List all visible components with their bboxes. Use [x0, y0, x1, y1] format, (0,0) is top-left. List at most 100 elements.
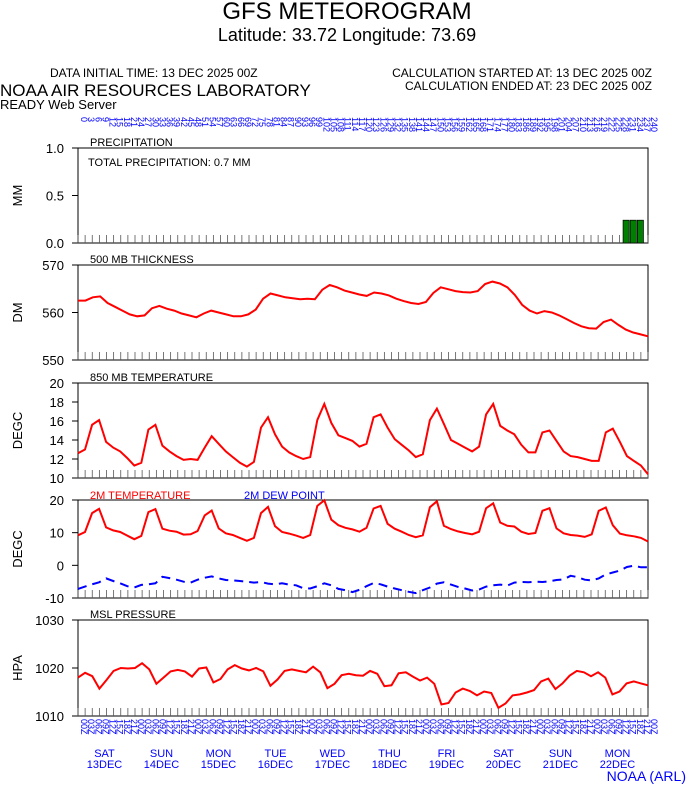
top-hour-label: 114: [350, 117, 360, 131]
y-axis-label: DM: [10, 302, 25, 322]
bottom-time-label: 03Z: [257, 719, 267, 735]
top-hour-label: 78: [264, 117, 274, 127]
top-hour-label: 168: [478, 117, 488, 132]
bottom-time-label: 15Z: [400, 719, 410, 735]
bottom-time-label: 12Z: [450, 719, 460, 735]
top-hour-label: 237: [642, 117, 652, 132]
top-hour-label: 174: [492, 117, 502, 132]
bottom-time-label: 18Z: [350, 719, 360, 735]
top-hour-label: 192: [535, 117, 545, 132]
bottom-time-label: 09Z: [499, 719, 509, 735]
top-hour-label: 27: [143, 117, 153, 127]
bottom-time-label: 18Z: [464, 719, 474, 735]
y-tick-label: 20: [50, 493, 64, 508]
server-name: READY Web Server: [0, 97, 117, 112]
bottom-time-label: 15Z: [229, 719, 239, 735]
noaa-credit[interactable]: NOAA (ARL): [606, 768, 686, 784]
day-date-label: 20DEC: [486, 759, 522, 771]
bottom-time-label: 12Z: [165, 719, 175, 735]
top-hour-label: 93: [300, 117, 310, 127]
legend-2m-dew-point: 2M DEW POINT: [244, 490, 325, 502]
top-hour-label: 165: [471, 117, 481, 132]
top-hour-label: 126: [378, 117, 388, 132]
top-hour-label: 156: [450, 117, 460, 132]
top-hour-label: 195: [542, 117, 552, 132]
bottom-time-label: 15Z: [514, 719, 524, 735]
top-hour-label: 69: [243, 117, 253, 127]
series-line: [78, 280, 649, 338]
data-initial-time: DATA INITIAL TIME: 13 DEC 2025 00Z: [50, 66, 258, 80]
y-tick-label: 18: [50, 395, 64, 410]
top-hour-label: 60: [222, 117, 232, 127]
y-tick-label: 10: [50, 471, 64, 486]
day-date-label: 15DEC: [201, 759, 237, 771]
y-tick-label: 0.0: [46, 236, 64, 251]
top-hour-label: 63: [229, 117, 239, 127]
top-hour-label: 21: [129, 117, 139, 127]
top-hour-label: 105: [328, 117, 338, 132]
bottom-time-label: 15Z: [286, 719, 296, 735]
top-hour-label: 222: [606, 117, 616, 132]
day-of-week-label: SUN: [549, 748, 572, 760]
bottom-time-label: 06Z: [492, 719, 502, 735]
top-hour-label: 66: [236, 117, 246, 127]
day-of-week-label: MON: [206, 748, 232, 760]
y-tick-label: 0.5: [46, 189, 64, 204]
y-tick-label: 20: [50, 376, 64, 391]
bottom-time-label: 09Z: [100, 719, 110, 735]
y-axis-label: MM: [10, 185, 25, 207]
y-tick-label: 0: [57, 558, 64, 573]
bottom-time-label: 09Z: [442, 719, 452, 735]
bottom-time-label: 15Z: [115, 719, 125, 735]
panel-frame: [77, 619, 649, 717]
bottom-time-label: 18Z: [179, 719, 189, 735]
top-hour-label: 171: [485, 117, 495, 132]
panel-title: MSL PRESSURE: [90, 609, 176, 621]
bottom-time-label: 00Z: [193, 719, 203, 735]
bottom-time-label: 15Z: [172, 719, 182, 735]
precip-bar: [622, 219, 630, 244]
bottom-time-label: 00Z: [649, 719, 659, 735]
y-tick-label: 560: [42, 306, 64, 321]
day-date-label: 14DEC: [144, 759, 180, 771]
bottom-time-label: 09Z: [328, 719, 338, 735]
panel-frame: [77, 382, 649, 479]
bottom-time-label: 15Z: [571, 719, 581, 735]
precip-bar: [636, 219, 644, 244]
day-date-label: 16DEC: [258, 759, 294, 771]
y-tick-label: 12: [50, 452, 64, 467]
bottom-time-label: 12Z: [393, 719, 403, 735]
day-of-week-label: MON: [605, 748, 631, 760]
bottom-time-label: 21Z: [414, 719, 424, 735]
top-hour-label: 147: [428, 117, 438, 132]
panel-title: PRECIPITATION: [90, 137, 173, 149]
top-hour-label: 33: [157, 117, 167, 127]
bottom-time-label: 18Z: [578, 719, 588, 735]
bottom-time-label: 03Z: [428, 719, 438, 735]
bottom-time-label: 12Z: [507, 719, 517, 735]
y-axis-label: HPA: [10, 655, 25, 681]
top-hour-label: 150: [435, 117, 445, 132]
bottom-time-label: 00Z: [592, 719, 602, 735]
bottom-time-label: 00Z: [364, 719, 374, 735]
y-tick-label: 16: [50, 414, 64, 429]
top-hour-label: 138: [407, 117, 417, 132]
page-title: GFS METEOROGRAM: [222, 0, 472, 25]
bottom-time-label: 15Z: [457, 719, 467, 735]
bottom-time-label: 21Z: [471, 719, 481, 735]
day-of-week-label: THU: [378, 748, 401, 760]
series-line: [77, 661, 649, 710]
top-hour-label: 57: [214, 117, 224, 127]
bottom-time-label: 21Z: [186, 719, 196, 735]
top-hour-label: 123: [371, 117, 381, 132]
day-date-label: 13DEC: [87, 759, 123, 771]
day-date-label: 18DEC: [372, 759, 408, 771]
bottom-time-label: 21Z: [528, 719, 538, 735]
bottom-time-label: 18Z: [122, 719, 132, 735]
bottom-time-label: 18Z: [521, 719, 531, 735]
y-tick-label: 1010: [35, 709, 64, 724]
top-hour-label: 234: [635, 117, 645, 132]
bottom-time-label: 09Z: [214, 719, 224, 735]
top-hour-label: 0: [79, 117, 89, 122]
y-tick-label: 1.0: [46, 141, 64, 156]
